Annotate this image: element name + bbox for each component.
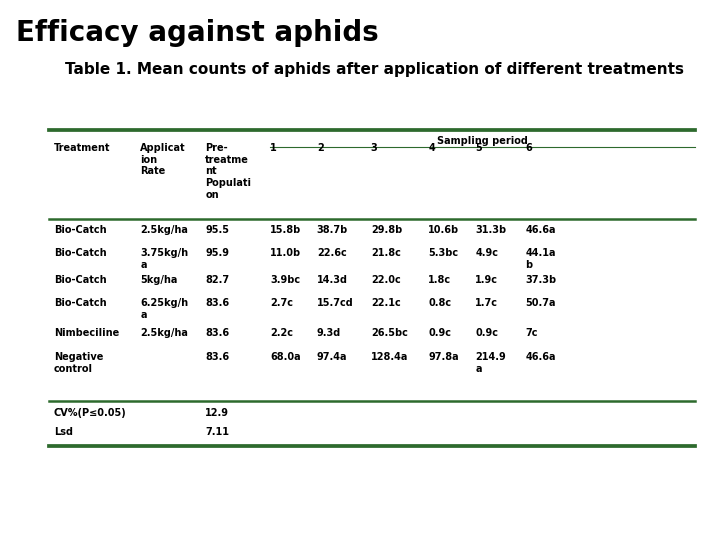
- Text: Bio-Catch: Bio-Catch: [54, 275, 107, 286]
- Text: 1.8c: 1.8c: [428, 275, 451, 286]
- Text: 22.6c: 22.6c: [317, 248, 346, 259]
- Text: Sampling period: Sampling period: [437, 136, 528, 146]
- Text: Efficacy against aphids: Efficacy against aphids: [16, 19, 379, 47]
- Text: 46.6a: 46.6a: [526, 225, 556, 235]
- Text: 2.5kg/ha: 2.5kg/ha: [140, 225, 188, 235]
- Text: 12.9: 12.9: [205, 408, 229, 418]
- Text: 214.9
a: 214.9 a: [475, 352, 506, 374]
- Text: 10.6b: 10.6b: [428, 225, 459, 235]
- Text: Treatment: Treatment: [54, 143, 110, 153]
- Text: 2: 2: [317, 143, 323, 153]
- Text: 6.25kg/h
a: 6.25kg/h a: [140, 298, 189, 320]
- Text: 97.4a: 97.4a: [317, 352, 347, 362]
- Text: 83.6: 83.6: [205, 298, 230, 308]
- Text: 21.8c: 21.8c: [371, 248, 400, 259]
- Text: 7c: 7c: [526, 328, 538, 338]
- Text: Lsd: Lsd: [54, 427, 73, 437]
- Text: Negative
control: Negative control: [54, 352, 104, 374]
- Text: 1.7c: 1.7c: [475, 298, 498, 308]
- Text: 2.2c: 2.2c: [270, 328, 293, 338]
- Text: 5kg/ha: 5kg/ha: [140, 275, 178, 286]
- Text: 3: 3: [371, 143, 377, 153]
- Text: 37.3b: 37.3b: [526, 275, 557, 286]
- Text: Applicat
ion
Rate: Applicat ion Rate: [140, 143, 186, 176]
- Text: 11.0b: 11.0b: [270, 248, 301, 259]
- Text: 3.9bc: 3.9bc: [270, 275, 300, 286]
- Text: 26.5bc: 26.5bc: [371, 328, 408, 338]
- Text: 82.7: 82.7: [205, 275, 230, 286]
- Text: 50.7a: 50.7a: [526, 298, 556, 308]
- Text: 38.7b: 38.7b: [317, 225, 348, 235]
- Text: 22.1c: 22.1c: [371, 298, 400, 308]
- Text: 15.7cd: 15.7cd: [317, 298, 354, 308]
- Text: 95.9: 95.9: [205, 248, 229, 259]
- Text: 15.8b: 15.8b: [270, 225, 301, 235]
- Text: 31.3b: 31.3b: [475, 225, 506, 235]
- Text: 1: 1: [270, 143, 276, 153]
- Text: 95.5: 95.5: [205, 225, 229, 235]
- Text: 9.3d: 9.3d: [317, 328, 341, 338]
- Text: 29.8b: 29.8b: [371, 225, 402, 235]
- Text: CV%(P≤0.05): CV%(P≤0.05): [54, 408, 127, 418]
- Text: 0.9c: 0.9c: [428, 328, 451, 338]
- Text: Pre-
treatme
nt
Populati
on: Pre- treatme nt Populati on: [205, 143, 251, 199]
- Text: 128.4a: 128.4a: [371, 352, 408, 362]
- Text: 4.9c: 4.9c: [475, 248, 498, 259]
- Text: 3.75kg/h
a: 3.75kg/h a: [140, 248, 189, 270]
- Text: 4: 4: [428, 143, 435, 153]
- Text: 97.8a: 97.8a: [428, 352, 459, 362]
- Text: 2.5kg/ha: 2.5kg/ha: [140, 328, 188, 338]
- Text: 0.9c: 0.9c: [475, 328, 498, 338]
- Text: 2.7c: 2.7c: [270, 298, 293, 308]
- Text: 1.9c: 1.9c: [475, 275, 498, 286]
- Text: Bio-Catch: Bio-Catch: [54, 248, 107, 259]
- Text: 5: 5: [475, 143, 482, 153]
- Text: 68.0a: 68.0a: [270, 352, 301, 362]
- Text: 46.6a: 46.6a: [526, 352, 556, 362]
- Text: Bio-Catch: Bio-Catch: [54, 298, 107, 308]
- Text: 83.6: 83.6: [205, 352, 230, 362]
- Text: Bio-Catch: Bio-Catch: [54, 225, 107, 235]
- Text: 44.1a
b: 44.1a b: [526, 248, 556, 270]
- Text: 6: 6: [526, 143, 532, 153]
- Text: 14.3d: 14.3d: [317, 275, 348, 286]
- Text: 0.8c: 0.8c: [428, 298, 451, 308]
- Text: Table 1. Mean counts of aphids after application of different treatments: Table 1. Mean counts of aphids after app…: [65, 62, 684, 77]
- Text: 7.11: 7.11: [205, 427, 229, 437]
- Text: 83.6: 83.6: [205, 328, 230, 338]
- Text: 22.0c: 22.0c: [371, 275, 400, 286]
- Text: Nimbeciline: Nimbeciline: [54, 328, 120, 338]
- Text: 5.3bc: 5.3bc: [428, 248, 459, 259]
